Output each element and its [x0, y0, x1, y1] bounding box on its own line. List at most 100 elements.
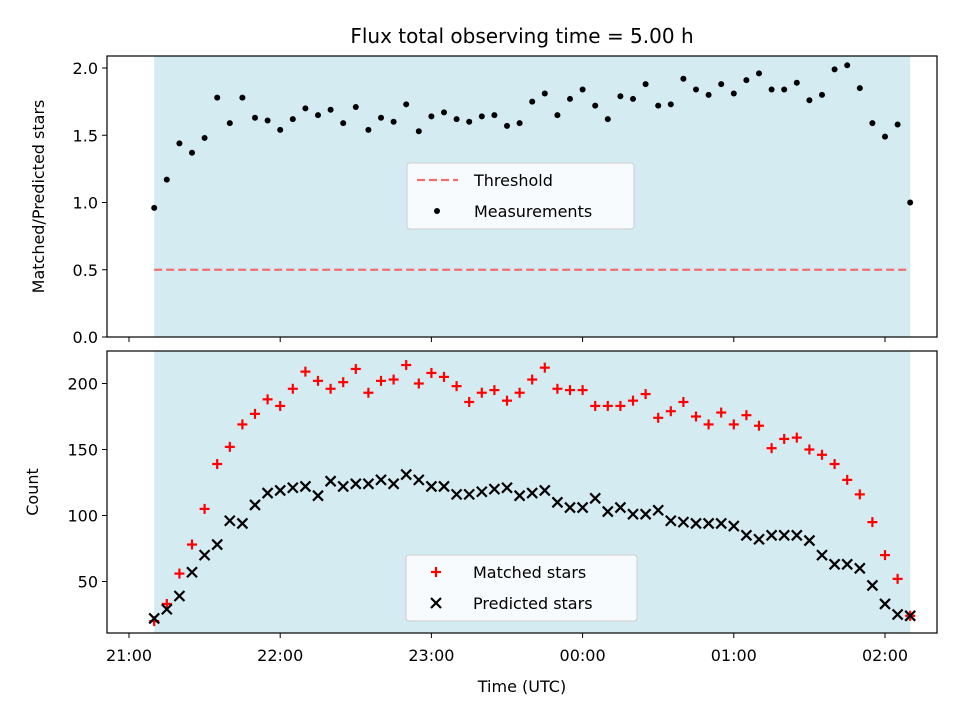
measurement-point: [567, 95, 573, 102]
predicted-star-point: [803, 534, 816, 547]
predicted-star-point: [337, 480, 349, 493]
predicted-star-point: [841, 558, 853, 571]
measurement-point: [592, 102, 599, 109]
predicted-star-point: [539, 484, 551, 497]
measurement-point: [390, 118, 397, 125]
matched-star-point: [237, 419, 248, 430]
legend-box: [406, 162, 635, 230]
measurement-point: [365, 126, 372, 133]
x-tick-label: 01:00: [711, 646, 757, 665]
measurement-point: [277, 126, 284, 133]
predicted-star-point: [224, 515, 236, 527]
measurement-point: [554, 112, 561, 119]
measurement-point: [189, 149, 195, 156]
legend-predicted-label: Predicted stars: [473, 594, 593, 613]
predicted-star-point: [186, 566, 198, 579]
measurement-point: [856, 85, 863, 92]
legend-box: [405, 554, 638, 622]
measurement-point: [604, 116, 611, 123]
measurement-point: [579, 86, 586, 93]
measurement-point: [428, 113, 435, 120]
matched-star-point: [552, 383, 563, 394]
y-tick-label: 0.0: [73, 328, 98, 347]
measurement-point: [352, 104, 359, 111]
matched-star-point: [313, 375, 323, 386]
predicted-star-point: [261, 487, 274, 499]
matched-star-point: [791, 432, 802, 443]
predicted-star-point: [413, 474, 425, 486]
measurement-point: [441, 109, 447, 116]
matched-star-point: [854, 489, 865, 500]
measurement-point: [894, 121, 901, 128]
predicted-star-point: [476, 485, 488, 498]
y-tick-label: 50: [78, 573, 98, 592]
measurement-point: [176, 140, 183, 147]
predicted-star-point: [589, 492, 601, 505]
predicted-star-point: [753, 533, 765, 546]
legend-predicted-swatch: [430, 597, 442, 609]
matched-star-point: [804, 444, 815, 455]
matched-star-point: [489, 385, 500, 396]
matched-star-point: [161, 598, 172, 609]
measurement-point: [214, 94, 221, 101]
measurement-point: [453, 116, 460, 123]
predicted-star-point: [551, 496, 564, 509]
matched-star-point: [426, 367, 437, 378]
predicted-star-point: [501, 482, 513, 494]
matched-star-point: [716, 407, 727, 418]
measurement-point: [705, 91, 712, 98]
measurement-point: [252, 114, 258, 121]
matched-star-point: [728, 419, 739, 430]
matched-star-point: [665, 406, 676, 417]
predicted-star-point: [513, 489, 526, 502]
x-axis-label: Time (UTC): [477, 677, 566, 696]
predicted-star-point: [665, 515, 677, 527]
predicted-star-point: [375, 474, 387, 486]
ratio-panel: Flux total observing time = 5.00 h 0.0 0.…: [29, 24, 938, 347]
matched-star-point: [451, 381, 462, 392]
predicted-star-point: [350, 478, 362, 490]
measurement-point: [289, 116, 296, 123]
measurement-point: [264, 117, 271, 124]
predicted-star-point: [778, 529, 790, 542]
predicted-star-point: [791, 529, 803, 542]
matched-star-point: [502, 395, 512, 406]
predicted-star-point: [564, 501, 576, 514]
matched-star-point: [287, 383, 298, 394]
count-legend: Matched stars Predicted stars: [405, 554, 638, 622]
chart-title: Flux total observing time = 5.00 h: [350, 24, 693, 48]
matched-star-point: [439, 371, 449, 382]
measurement-point: [415, 128, 422, 135]
predicted-star-point: [387, 478, 400, 490]
matched-star-point: [628, 395, 638, 406]
y-tick-label: 2.0: [73, 59, 98, 78]
matched-star-point: [476, 387, 487, 398]
predicted-star-point: [287, 482, 299, 494]
measurement-point: [516, 120, 523, 127]
count-axes-frame: [106, 350, 938, 634]
matched-star-point: [829, 459, 840, 470]
predicted-star-point: [702, 517, 715, 530]
predicted-star-point: [765, 529, 778, 542]
matched-star-point: [212, 459, 223, 470]
count-y-axis-label: Count: [23, 468, 42, 516]
predicted-star-point: [438, 480, 450, 493]
y-tick-label: 0.5: [73, 261, 98, 280]
matched-star-point: [338, 377, 349, 388]
predicted-star-point: [312, 489, 324, 502]
measurement-point: [226, 120, 233, 127]
measurement-point: [869, 120, 876, 127]
matched-star-point: [388, 374, 399, 385]
predicted-star-point: [161, 603, 173, 615]
y-tick-label: 1.5: [73, 126, 98, 145]
measurement-point: [302, 105, 309, 112]
y-tick-label: 150: [67, 441, 98, 460]
ratio-legend: Threshold Measurements: [406, 162, 635, 230]
y-tick-label: 100: [67, 507, 98, 526]
matched-star-point: [300, 366, 311, 377]
measurement-point: [756, 70, 762, 77]
measurement-point: [907, 199, 914, 206]
x-tick-label: 23:00: [408, 646, 454, 665]
matched-star-point: [754, 420, 764, 431]
